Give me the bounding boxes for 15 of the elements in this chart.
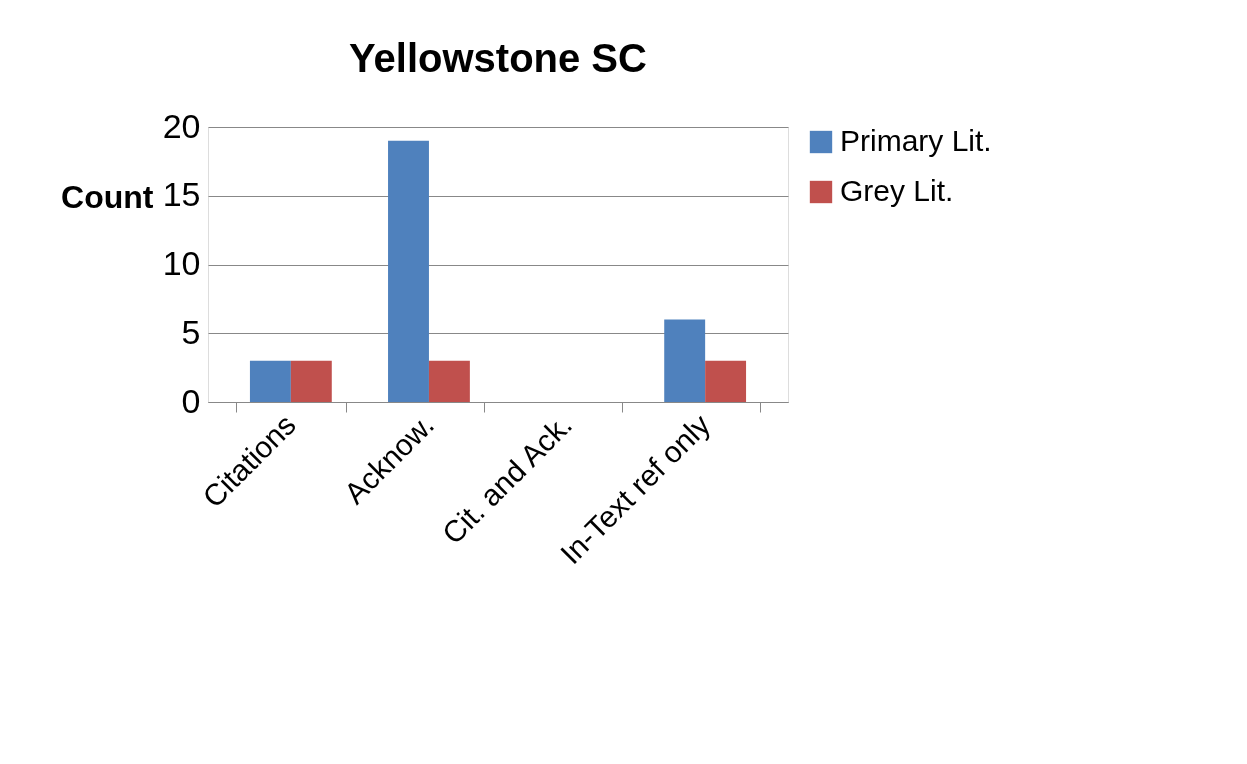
bar	[388, 140, 429, 402]
y-tick-label: 20	[162, 106, 201, 145]
y-tick-label: 0	[181, 381, 201, 420]
y-axis-title: Count	[61, 178, 154, 215]
bar	[249, 360, 291, 402]
legend-label: Primary Lit.	[840, 124, 992, 157]
bar	[664, 319, 706, 402]
y-tick-label: 15	[162, 175, 201, 214]
bar	[428, 360, 470, 402]
bar	[705, 360, 747, 402]
bar	[290, 360, 332, 402]
y-tick-label: 5	[181, 312, 201, 351]
chart-title: Yellowstone SC	[349, 36, 647, 80]
legend-label: Grey Lit.	[840, 174, 954, 207]
y-tick-label: 10	[162, 244, 201, 282]
